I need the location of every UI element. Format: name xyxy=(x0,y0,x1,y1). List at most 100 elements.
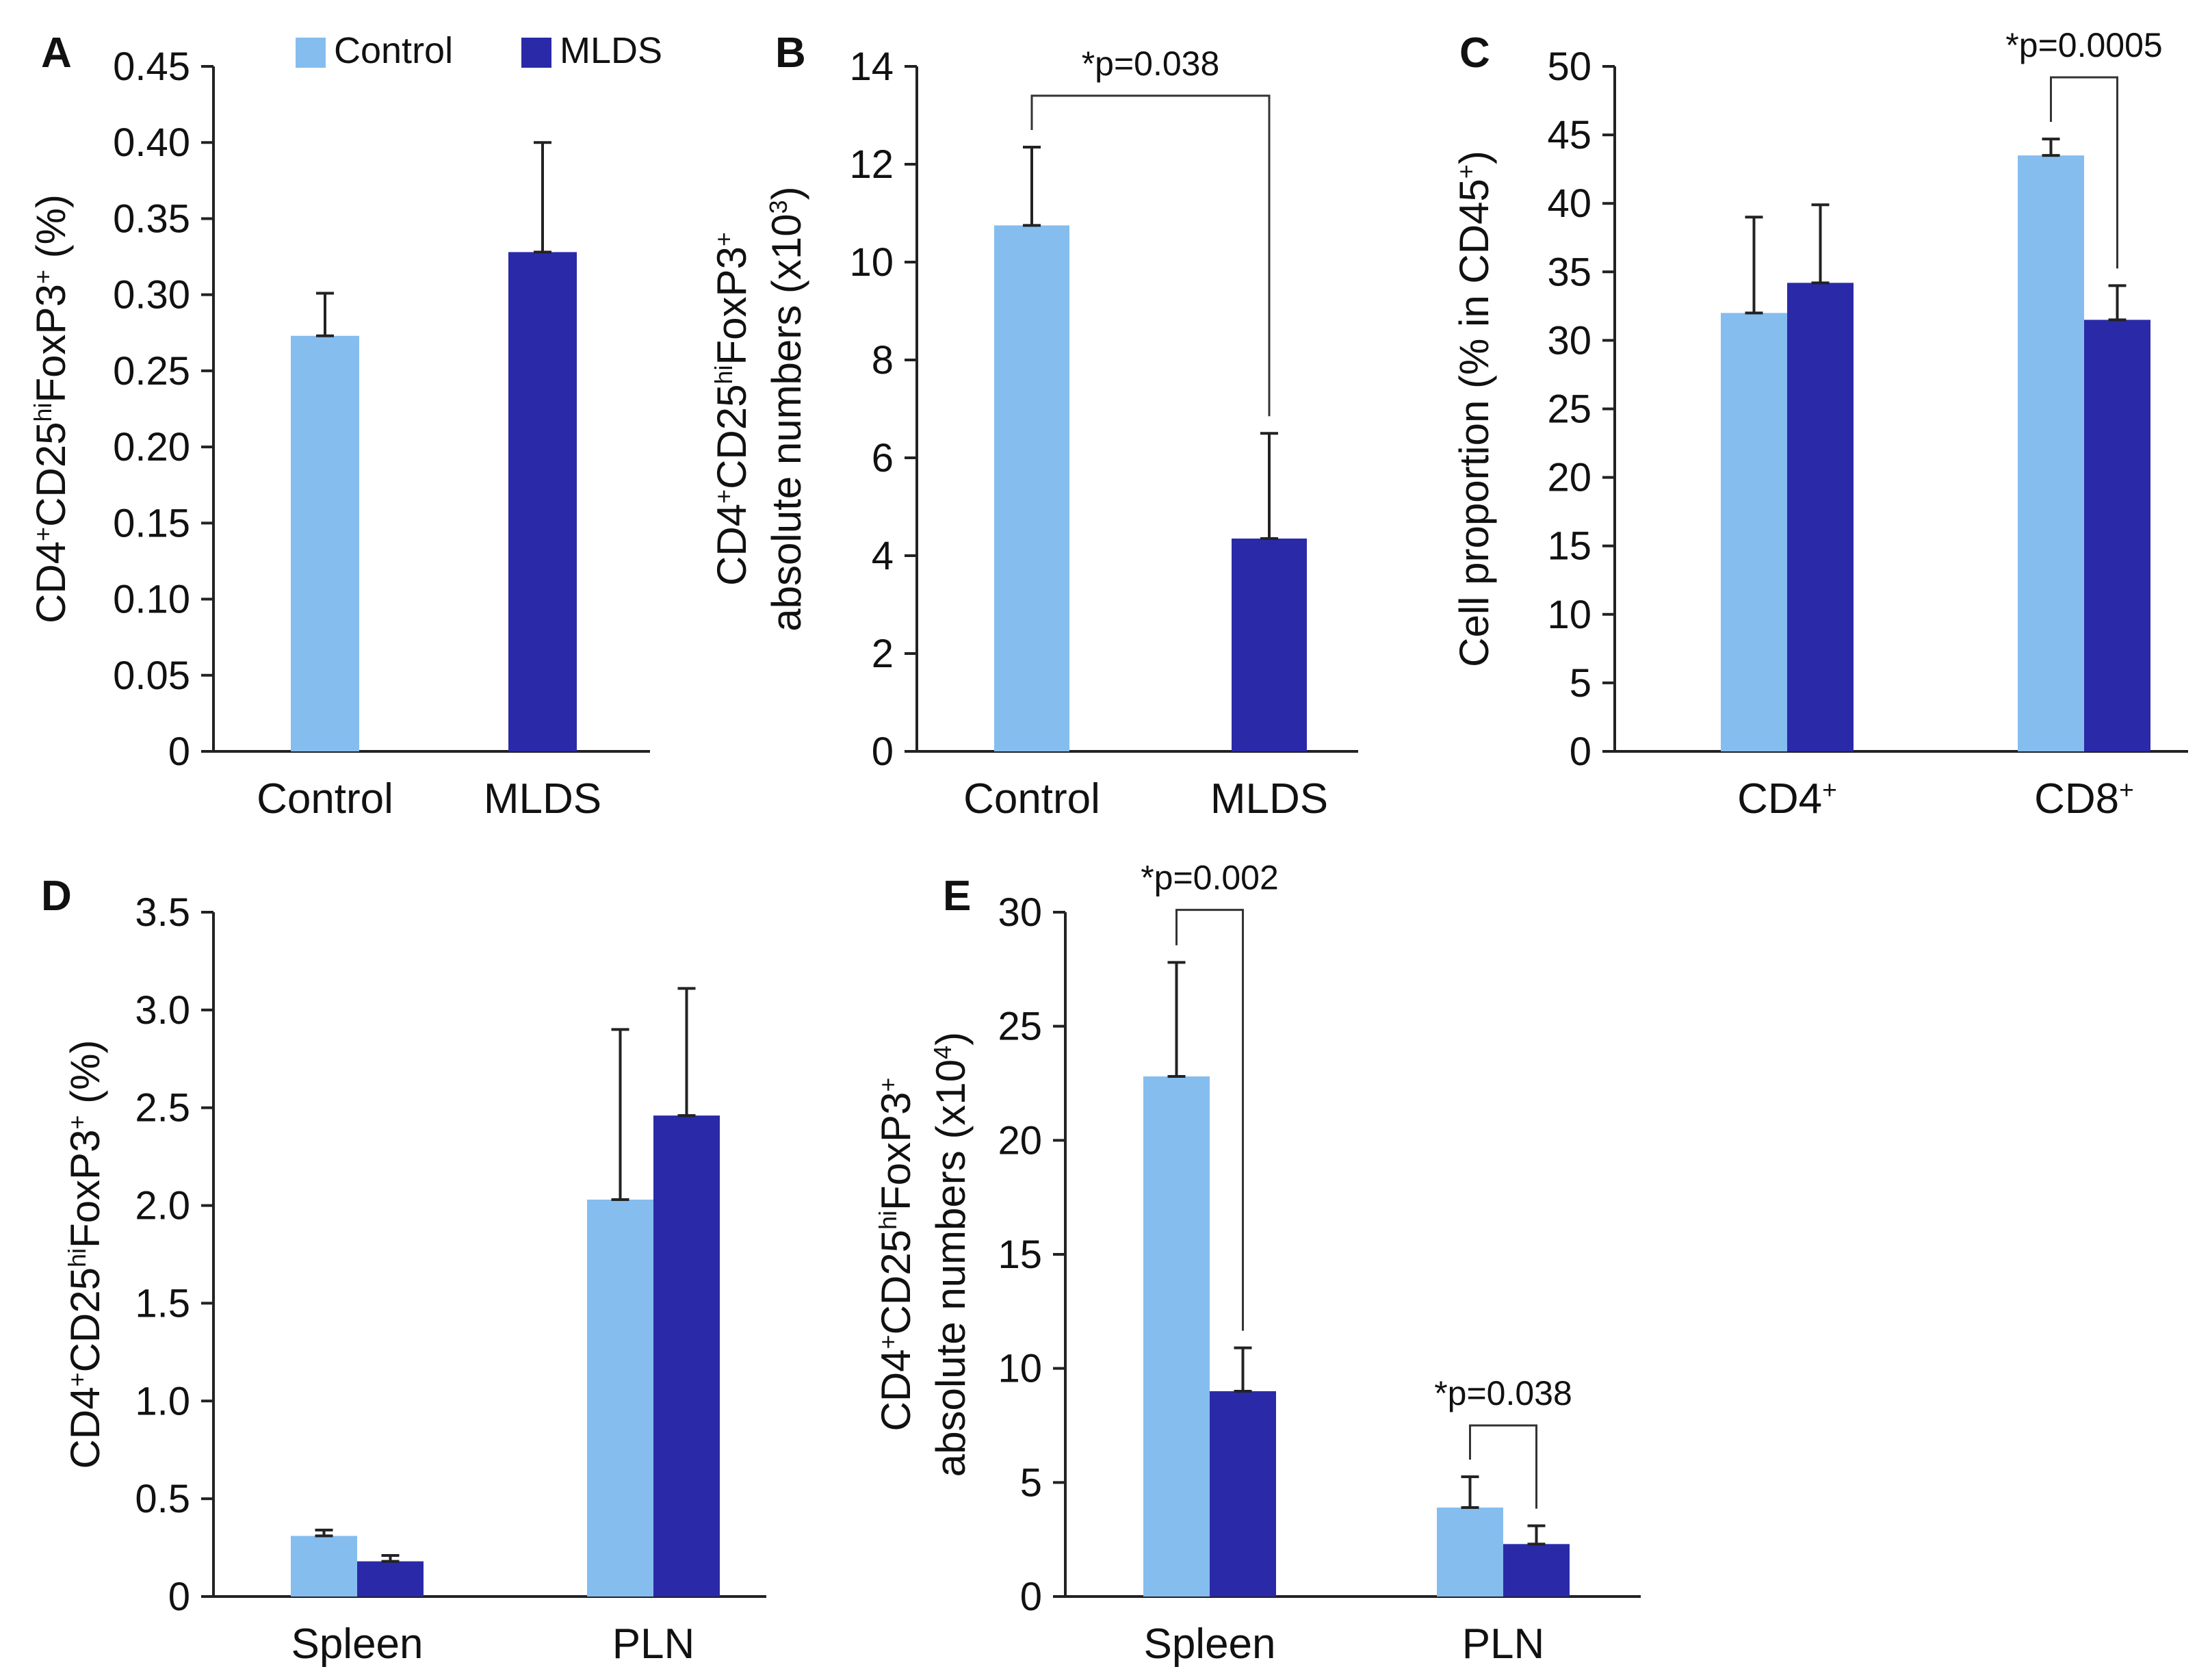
y-tick-label: 0.15 xyxy=(113,501,190,545)
y-tick-label: 40 xyxy=(1547,181,1591,226)
x-tick-label: CD4+ xyxy=(1737,775,1837,823)
bar-mlds xyxy=(1503,1544,1570,1597)
y-axis-label: CD4+CD25hiFoxP3+ (%) xyxy=(62,1040,108,1469)
y-tick-label: 0.20 xyxy=(113,425,190,469)
significance-label: *p=0.0005 xyxy=(2005,26,2162,64)
y-tick-label: 50 xyxy=(1547,44,1591,89)
legend-label-mlds: MLDS xyxy=(560,30,662,71)
bar-control xyxy=(291,1536,357,1597)
y-tick-label: 12 xyxy=(849,142,894,187)
x-tick-label: CD8+ xyxy=(2034,775,2134,823)
significance-bracket xyxy=(1175,909,1244,1331)
x-tick-label: Control xyxy=(963,775,1100,823)
legend-swatch-mlds xyxy=(521,38,551,68)
y-tick-label: 14 xyxy=(849,44,894,89)
y-tick-label: 30 xyxy=(998,890,1042,935)
y-tick-label: 45 xyxy=(1547,113,1591,157)
y-tick-label: 1.5 xyxy=(135,1281,190,1326)
panel-letter: C xyxy=(1459,29,1490,77)
y-tick-label: 0.45 xyxy=(113,44,190,89)
significance-bracket xyxy=(2050,76,2118,269)
y-tick-label: 5 xyxy=(1570,661,1591,706)
bar-mlds xyxy=(357,1561,424,1597)
significance-bracket xyxy=(1030,94,1271,417)
y-tick-label: 0.40 xyxy=(113,120,190,165)
chart-panels: A00.050.100.150.200.250.300.350.400.45CD… xyxy=(28,26,2188,1668)
significance-bracket xyxy=(1469,1424,1537,1509)
y-tick-label: 0.30 xyxy=(113,273,190,318)
y-tick-label: 0 xyxy=(872,729,894,774)
y-tick-label: 10 xyxy=(1547,593,1591,637)
y-axis-label: absolute numbers (x103) xyxy=(764,186,809,631)
legend-swatch-control xyxy=(296,38,326,68)
x-tick-label: Spleen xyxy=(1143,1620,1275,1668)
y-tick-label: 0 xyxy=(1570,729,1591,774)
x-tick-label: MLDS xyxy=(484,775,601,823)
panel-D: D 0 0.5 1.0 1.5 2.0 2.5 3.0 3.5 CD4+CD25hiFoxP3+ … xyxy=(41,873,766,1668)
significance-label: *p=0.038 xyxy=(1082,44,1220,83)
y-tick-label: 0 xyxy=(1020,1575,1042,1619)
y-tick-label: 2.5 xyxy=(135,1086,190,1130)
y-axis-label: absolute numbers (x104) xyxy=(928,1032,974,1477)
bar-mlds xyxy=(1210,1391,1276,1597)
y-tick-label: 0 xyxy=(168,729,190,774)
y-axis-label: CD4+CD25hiFoxP3+ (%) xyxy=(28,194,74,623)
y-tick-label: 2.0 xyxy=(135,1184,190,1228)
y-tick-label: 5 xyxy=(1020,1460,1042,1505)
x-tick-label: Spleen xyxy=(291,1620,423,1668)
y-tick-label: 10 xyxy=(998,1347,1042,1391)
y-axis-label: CD4+CD25hiFoxP3+ xyxy=(709,232,755,586)
bar-control xyxy=(1143,1076,1210,1597)
y-axis-label: CD4+CD25hiFoxP3+ xyxy=(873,1078,919,1432)
y-tick-label: 15 xyxy=(998,1232,1042,1277)
bar-control xyxy=(291,335,359,751)
y-tick-label: 0.10 xyxy=(113,578,190,622)
significance-label: *p=0.038 xyxy=(1434,1374,1572,1412)
y-tick-label: 35 xyxy=(1547,250,1591,294)
x-tick-label: Control xyxy=(257,775,393,823)
panel-B: B 0 2 4 6 8 10 12 14 CD4+CD25hiFoxP3+ absolute num… xyxy=(709,29,1358,823)
panel-letter: B xyxy=(775,29,806,77)
y-tick-label: 0.25 xyxy=(113,349,190,393)
y-axis-label: Cell proportion (% in CD45+) xyxy=(1451,151,1497,667)
bar-mlds xyxy=(1232,538,1307,751)
legend: Control MLDS xyxy=(296,30,662,71)
x-tick-label: MLDS xyxy=(1210,775,1328,823)
panel-E: E 0 5 10 15 20 25 30 CD4+CD25hiFoxP3+ absolute nu… xyxy=(873,859,1641,1668)
bar-mlds xyxy=(653,1115,720,1597)
panel-letter: D xyxy=(41,873,72,920)
y-tick-label: 3.5 xyxy=(135,890,190,935)
panel-letter: E xyxy=(943,873,971,920)
bar-mlds xyxy=(508,252,577,752)
panel-C: C 0 5 10 15 20 25 30 35 40 45 50 Cell proportion (% … xyxy=(1451,26,2188,823)
x-tick-label: PLN xyxy=(612,1620,695,1668)
y-tick-label: 0 xyxy=(168,1575,190,1619)
significance-label: *p=0.002 xyxy=(1141,859,1279,897)
y-tick-label: 20 xyxy=(1547,456,1591,500)
y-tick-label: 8 xyxy=(872,338,894,383)
y-tick-label: 0.05 xyxy=(113,654,190,698)
y-tick-label: 10 xyxy=(849,240,894,285)
y-tick-label: 30 xyxy=(1547,318,1591,363)
bar-control xyxy=(994,225,1069,751)
bar-control xyxy=(1437,1508,1503,1597)
y-tick-label: 15 xyxy=(1547,524,1591,569)
y-tick-label: 0.35 xyxy=(113,196,190,241)
bar-control xyxy=(587,1200,653,1597)
y-tick-label: 2 xyxy=(872,632,894,676)
bar-mlds xyxy=(1787,283,1854,751)
y-tick-label: 1.0 xyxy=(135,1379,190,1423)
y-tick-label: 6 xyxy=(872,436,894,480)
bar-control xyxy=(2018,155,2084,751)
panel-A: A 0 0.05 0.10 0.15 0.20 0.25 0.30 0.35 0.40 0.45 CD… xyxy=(28,29,650,823)
y-tick-label: 0.5 xyxy=(135,1477,190,1521)
panel-letter: A xyxy=(41,29,72,77)
y-tick-label: 3.0 xyxy=(135,988,190,1033)
legend-label-control: Control xyxy=(334,30,453,71)
y-tick-label: 25 xyxy=(1547,387,1591,432)
y-tick-label: 4 xyxy=(872,534,894,578)
x-tick-label: PLN xyxy=(1462,1620,1545,1668)
bar-mlds xyxy=(2084,320,2150,751)
bar-control xyxy=(1721,313,1787,751)
